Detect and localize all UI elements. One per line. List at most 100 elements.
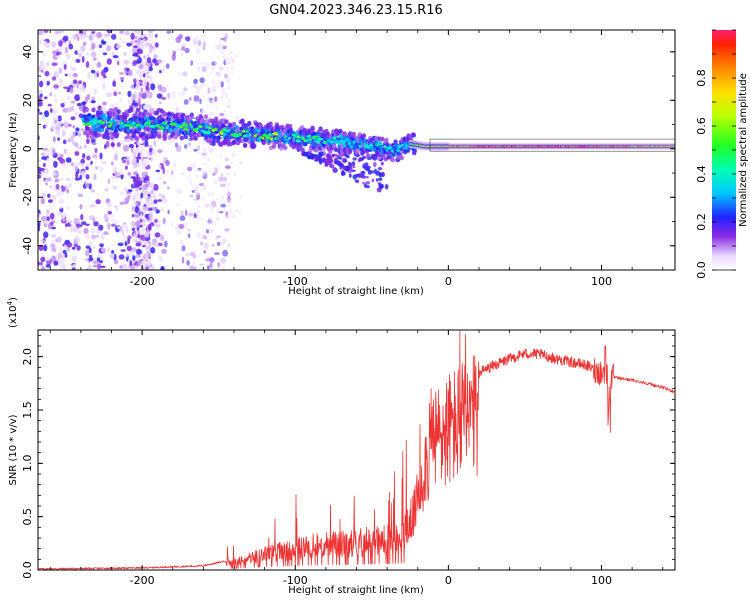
branch-blob (348, 166, 353, 170)
ridge-halo (240, 118, 245, 124)
noise-blob (137, 47, 142, 55)
noise-blob (130, 250, 134, 258)
noise-blob (38, 221, 41, 228)
noise-blob (150, 189, 154, 195)
noise-blob (206, 62, 210, 68)
noise-blob (90, 33, 96, 38)
noise-blob (88, 257, 94, 262)
noise-blob (132, 151, 137, 158)
noise-blob (181, 92, 185, 96)
noise-blob (104, 144, 107, 150)
noise-blob (134, 183, 138, 188)
noise-blob (169, 222, 174, 227)
noise-blob (197, 167, 202, 171)
noise-blob (148, 31, 154, 39)
noise-blob (122, 159, 127, 164)
ridge-halo (231, 121, 237, 127)
noise-blob (101, 69, 106, 77)
noise-blob (198, 217, 204, 221)
noise-blob (213, 166, 217, 172)
branch-blob (384, 184, 389, 190)
noise-blob (53, 94, 57, 97)
noise-blob (144, 206, 149, 212)
noise-blob (53, 260, 59, 266)
noise-blob (100, 232, 105, 240)
noise-blob (94, 147, 98, 154)
noise-blob (93, 73, 97, 80)
noise-blob (92, 260, 98, 264)
noise-blob (202, 147, 207, 153)
noise-blob (201, 108, 205, 114)
noise-blob (166, 30, 172, 34)
noise-blob (165, 84, 171, 87)
noise-blob (205, 229, 210, 234)
noise-blob (135, 221, 140, 227)
noise-blob (210, 228, 214, 233)
noise-blob (209, 262, 213, 269)
noise-blob (51, 50, 58, 55)
noise-blob (137, 259, 142, 267)
noise-blob (178, 223, 185, 230)
noise-blob (226, 182, 230, 189)
noise-blob (208, 220, 215, 225)
x-tick-label: 100 (591, 275, 612, 288)
noise-blob (226, 69, 230, 72)
noise-blob (90, 100, 96, 104)
noise-blob (202, 185, 206, 191)
noise-blob (210, 66, 213, 71)
noise-blob (78, 86, 81, 91)
noise-blob (200, 66, 204, 69)
noise-blob (215, 106, 219, 110)
x-tick-label: -200 (130, 275, 155, 288)
colorbar-ticks (712, 29, 736, 271)
noise-blob (51, 123, 56, 131)
noise-blob (58, 67, 63, 74)
noise-blob (229, 66, 234, 70)
noise-blob (119, 201, 125, 205)
noise-blob (139, 153, 144, 158)
branch-blob (349, 162, 353, 166)
noise-blob (202, 46, 206, 51)
noise-blob (89, 204, 96, 208)
noise-blob (210, 191, 214, 198)
noise-blob (138, 149, 142, 154)
ridge-blob (88, 116, 93, 120)
noise-blob (148, 212, 152, 220)
noise-blob (65, 177, 71, 182)
noise-blob (81, 221, 87, 226)
noise-blob (126, 245, 132, 252)
noise-blob (157, 149, 163, 153)
noise-blob (180, 210, 184, 216)
noise-blob (195, 192, 199, 196)
noise-blob (162, 217, 166, 225)
noise-blob (219, 154, 223, 158)
noise-blob (140, 48, 143, 55)
noise-blob (60, 30, 65, 33)
noise-blob (99, 260, 103, 264)
noise-blob (66, 188, 69, 194)
noise-blob (147, 260, 151, 267)
noise-blob (143, 172, 147, 176)
branch-blob (355, 179, 360, 184)
noise-blob (220, 95, 224, 99)
noise-blob (84, 144, 87, 149)
noise-blob (47, 199, 53, 203)
noise-blob (133, 35, 138, 40)
noise-blob (218, 176, 224, 182)
ridge-halo (391, 157, 396, 163)
noise-blob (144, 214, 149, 219)
noise-blob (43, 231, 49, 239)
noise-blob (47, 103, 52, 107)
noise-blob (181, 256, 185, 264)
noise-blob (76, 217, 80, 225)
noise-blob (57, 261, 64, 267)
noise-blob (223, 36, 228, 42)
noise-blob (149, 43, 153, 49)
noise-blob (193, 254, 196, 259)
noise-blob (220, 183, 226, 188)
noise-blob (114, 171, 118, 177)
noise-blob (208, 99, 215, 104)
noise-blob (106, 30, 113, 34)
noise-blob (55, 128, 61, 136)
noise-blob (139, 32, 145, 39)
